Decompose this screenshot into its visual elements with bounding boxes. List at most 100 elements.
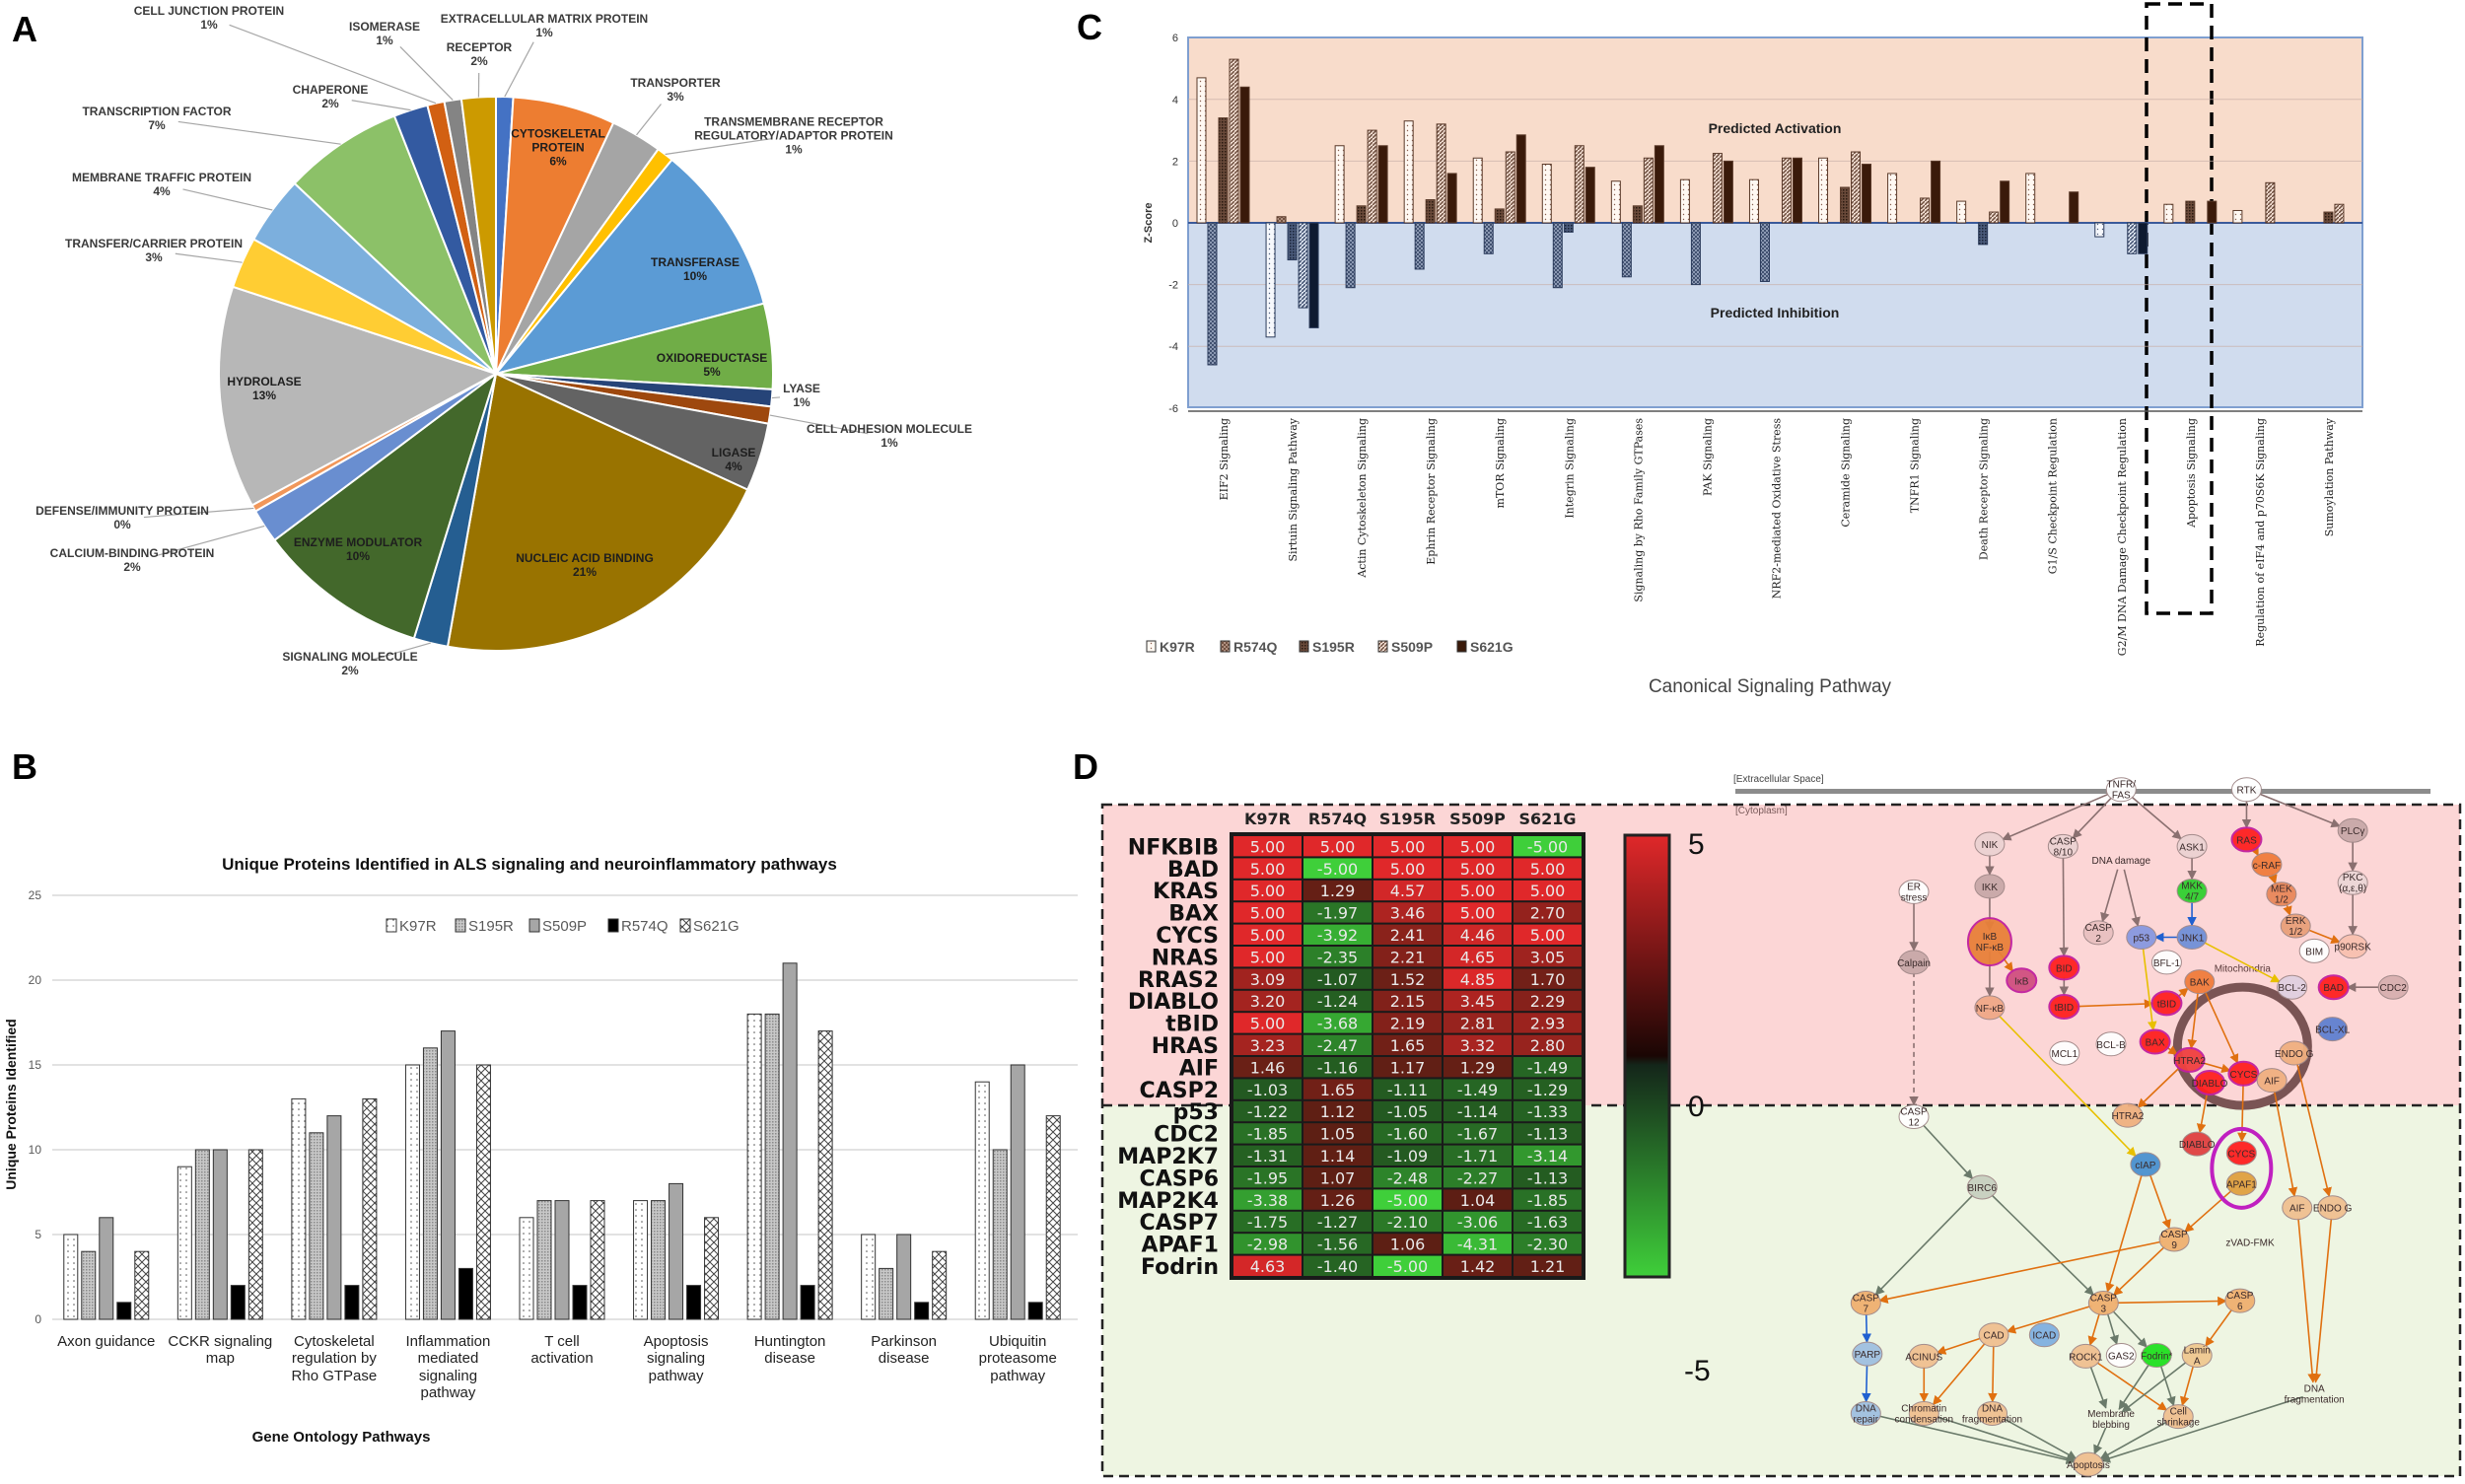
pathway-node: tBID (2048, 994, 2080, 1021)
legend-swatch (1299, 640, 1309, 653)
heatmap-cell (1444, 1123, 1512, 1144)
chart-c-xlabel: Canonical Signaling Pathway (1649, 676, 1892, 697)
pathway-node: DIABLO (2179, 1131, 2216, 1157)
heatmap-cell-value: -2.98 (1247, 1236, 1288, 1254)
pathway-node-label: DNA fragmentation (1962, 1403, 2022, 1425)
heatmap-cell-value: -1.85 (1527, 1191, 1568, 1210)
pathway-node-label: CASP 2 (2085, 923, 2113, 945)
pathway-node-shape (1974, 874, 2006, 899)
pie-label: HYDROLASE 13% (227, 375, 301, 403)
heatmap-cell-value: 5.00 (1320, 837, 1356, 856)
heatmap-cell-value: -1.05 (1387, 1102, 1428, 1121)
heatmap-cell-value: -2.35 (1317, 948, 1358, 966)
pathway-node-label: ENDO G (2275, 1049, 2314, 1060)
pathway-node-shape (2337, 870, 2368, 895)
x-category-label: TNFR1 Signaling (1909, 418, 1922, 513)
pathway-node-shape (2006, 967, 2038, 994)
bar-s509p (669, 1182, 684, 1320)
heatmap-cell (1444, 1255, 1512, 1276)
pathway-node-label: BIM (2305, 947, 2323, 957)
bar-s509p (1920, 197, 1931, 224)
heatmap-cell-value: 5.00 (1530, 860, 1566, 879)
pathway-node-shape (2150, 950, 2182, 975)
bar-r574q (572, 1285, 588, 1320)
y-tick-label: -6 (1168, 403, 1178, 415)
bar-s621g (1654, 145, 1664, 224)
bar-s509p (1367, 129, 1377, 224)
pie-label-name: ENZYME MODULATOR (293, 535, 423, 550)
pathway-node: Lamin A (2181, 1342, 2213, 1368)
pathway-node: DIABLO (2192, 1069, 2228, 1095)
pathway-node: AIF (2256, 1068, 2288, 1094)
bar-s195r (2185, 200, 2196, 224)
heatmap-cell (1514, 1255, 1582, 1276)
bar-s509p (1851, 151, 1862, 224)
pathway-node-shape (2095, 1031, 2127, 1057)
pie-label-name: TRANSCRIPTION FACTOR (82, 105, 232, 119)
legend-swatch (1456, 640, 1467, 653)
heatmap-cell-value: 5.00 (1390, 837, 1426, 856)
heatmap-cell (1233, 947, 1302, 967)
pathway-node-label: ER stress (1901, 882, 1928, 903)
heatmap-cell (1303, 1255, 1372, 1276)
pathway-node: BAX (2139, 1028, 2171, 1055)
heatmap-cell (1303, 1057, 1372, 1078)
bar-s621g (1239, 86, 1250, 224)
y-tick-label: 20 (29, 973, 42, 987)
heatmap-cell-value: 1.46 (1250, 1058, 1286, 1077)
pathway-edge (2202, 941, 2281, 983)
bar-s509p (1781, 157, 1792, 224)
pie-label: TRANSPORTER 3% (630, 76, 720, 105)
pathway-node: DNA damage (2092, 856, 2151, 867)
heatmap-cell (1514, 1189, 1582, 1210)
predicted-inhibition-label: Predicted Inhibition (1711, 305, 1840, 320)
pathway-edge (1878, 1240, 2163, 1304)
pathway-edge (2113, 1245, 2166, 1297)
bar-s621g (2138, 222, 2148, 254)
heatmap-cell (1373, 1234, 1442, 1254)
bar-s195r (879, 1267, 894, 1320)
pathway-node-label: BAK (2190, 978, 2210, 989)
pathway-node-shape (2130, 1152, 2161, 1177)
pathway-node: BIM (2298, 938, 2330, 963)
heatmap-row-label: NFKBIB (1128, 835, 1219, 860)
heatmap-cell-value: 5.00 (1460, 882, 1496, 900)
bar-r574q (1207, 222, 1218, 366)
pathway-node-label: tBID (2055, 1003, 2074, 1014)
pathway-edge (2142, 947, 2157, 1031)
pathway-node-label: Lamin A (2184, 1345, 2211, 1367)
pathway-node-shape (2181, 1131, 2213, 1157)
bar-s509p (782, 962, 798, 1320)
pathway-node-shape (2112, 1102, 2144, 1128)
pie-label: OXIDOREDUCTASE 5% (657, 351, 767, 380)
heatmap-row-label: RRAS2 (1138, 968, 1219, 993)
heatmap-cell-value: -1.49 (1457, 1081, 1498, 1099)
heatmap-cell-value: 2.93 (1530, 1015, 1566, 1033)
x-category-label: Integrin Signaling (1563, 418, 1576, 519)
pathway-node: BAD (2317, 974, 2350, 1001)
pie-label-percent: 10% (682, 269, 708, 283)
pie-label-percent: 3% (667, 90, 684, 104)
heatmap-cell-value: 1.26 (1320, 1191, 1356, 1210)
bar-s621g (704, 1217, 720, 1320)
pathway-node-label: DIABLO (2192, 1079, 2228, 1090)
chart-c-ylabel: Z-Score (1143, 203, 1155, 244)
pathway-node: MEK 1/2 (2266, 882, 2297, 907)
bar-r574q (686, 1285, 702, 1320)
legend-label: S621G (693, 918, 740, 935)
heatmap-row-label: p53 (1173, 1100, 1219, 1125)
heatmap-cell-value: -1.40 (1317, 1257, 1358, 1276)
heatmap-cell-value: -1.14 (1457, 1102, 1498, 1121)
pie-label: LIGASE 4% (712, 446, 756, 474)
heatmap-row-label: KRAS (1153, 880, 1219, 904)
pathway-node-label: PLCγ (2341, 826, 2364, 837)
heatmap-row-label: CASP6 (1140, 1166, 1219, 1191)
pie-label-name: CHAPERONE (292, 83, 369, 98)
bar-k97r (633, 1200, 649, 1320)
pathway-edge (1997, 1014, 2137, 1158)
bar-k97r (2025, 173, 2036, 224)
heatmap-cell-value: -3.38 (1247, 1191, 1288, 1210)
pathway-node: ASK1 (2176, 833, 2208, 859)
bar-s621g (817, 1030, 833, 1320)
pathway-node-label: BCL-2 (2278, 983, 2306, 994)
